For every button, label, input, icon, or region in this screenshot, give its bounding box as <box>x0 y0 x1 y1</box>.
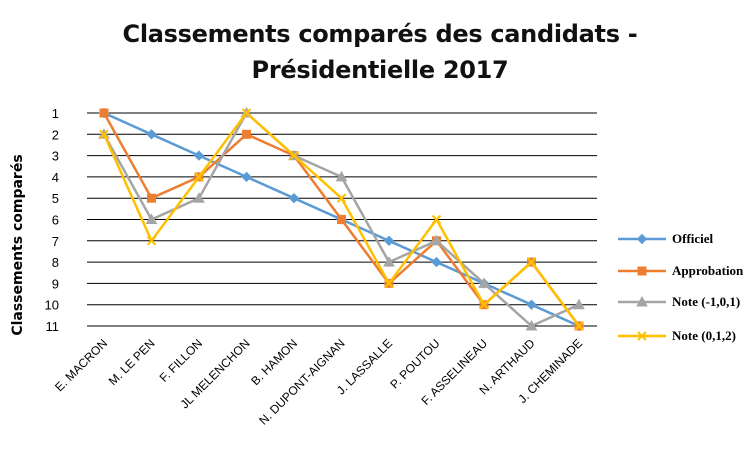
data-point <box>383 235 395 247</box>
data-point <box>147 193 156 203</box>
legend-label: Note (-1,0,1) <box>672 294 740 309</box>
y-tick-label: 6 <box>52 213 59 228</box>
legend-label: Note (0,1,2) <box>672 328 736 343</box>
data-point <box>383 256 395 267</box>
data-point <box>242 129 251 139</box>
legend-marker <box>636 233 648 245</box>
chart-title: Classements comparés des candidats - Pré… <box>122 20 638 84</box>
data-point <box>193 150 205 161</box>
data-point <box>241 108 252 118</box>
data-point <box>525 319 538 331</box>
y-tick-label: 1 <box>52 106 59 121</box>
x-tick-label: N. DUPONT-AIGNAN <box>256 336 347 427</box>
legend-marker <box>636 295 648 307</box>
y-tick-label: 10 <box>45 298 59 313</box>
data-point <box>241 171 252 183</box>
data-point <box>289 150 299 161</box>
data-point <box>99 108 109 118</box>
data-point <box>337 215 346 224</box>
data-point <box>431 214 442 225</box>
data-point <box>479 299 489 310</box>
data-point <box>146 236 157 246</box>
y-tick-label: 5 <box>52 191 59 206</box>
data-point <box>574 321 584 331</box>
x-tick-label: E. MACRON <box>52 336 110 394</box>
series-lines <box>98 106 585 332</box>
data-point <box>430 234 443 246</box>
x-tick-label: F. FILLON <box>157 336 206 385</box>
legend-label: Approbation <box>672 263 744 278</box>
data-point <box>431 256 442 268</box>
y-tick-label: 11 <box>46 319 60 334</box>
y-axis-ticks: 1 2 3 4 5 6 7 8 9 10 11 <box>45 106 59 334</box>
legend: Officiel Approbation Note (-1,0,1) Note (0,… <box>618 231 744 343</box>
data-point <box>573 298 585 310</box>
legend-marker <box>637 266 647 276</box>
y-axis-title: Classements comparés <box>10 154 26 335</box>
data-point <box>526 299 537 310</box>
legend-entry: Approbation <box>618 263 744 278</box>
y-tick-label: 7 <box>52 234 59 249</box>
y-tick-label: 4 <box>52 170 59 185</box>
data-point <box>526 257 537 267</box>
legend-marker <box>637 331 647 341</box>
data-point <box>146 129 157 140</box>
data-point <box>478 277 490 288</box>
series-note-0-1-2 <box>99 108 584 331</box>
legend-entry: Officiel <box>618 231 714 246</box>
data-point <box>384 278 394 289</box>
data-point <box>145 213 158 224</box>
data-point <box>335 170 348 182</box>
y-tick-label: 3 <box>52 149 59 164</box>
legend-label: Officiel <box>672 231 714 246</box>
data-point <box>194 172 204 182</box>
y-tick-label: 2 <box>52 127 59 142</box>
y-tick-label: 9 <box>52 276 59 291</box>
legend-entry: Note (-1,0,1) <box>618 294 740 309</box>
legend-entry: Note (0,1,2) <box>618 328 736 343</box>
data-point <box>288 192 300 204</box>
data-point <box>193 192 205 203</box>
x-tick-label: M. LE PEN <box>106 336 158 388</box>
data-point <box>336 193 347 203</box>
data-point <box>99 129 109 140</box>
y-tick-label: 8 <box>52 255 59 270</box>
